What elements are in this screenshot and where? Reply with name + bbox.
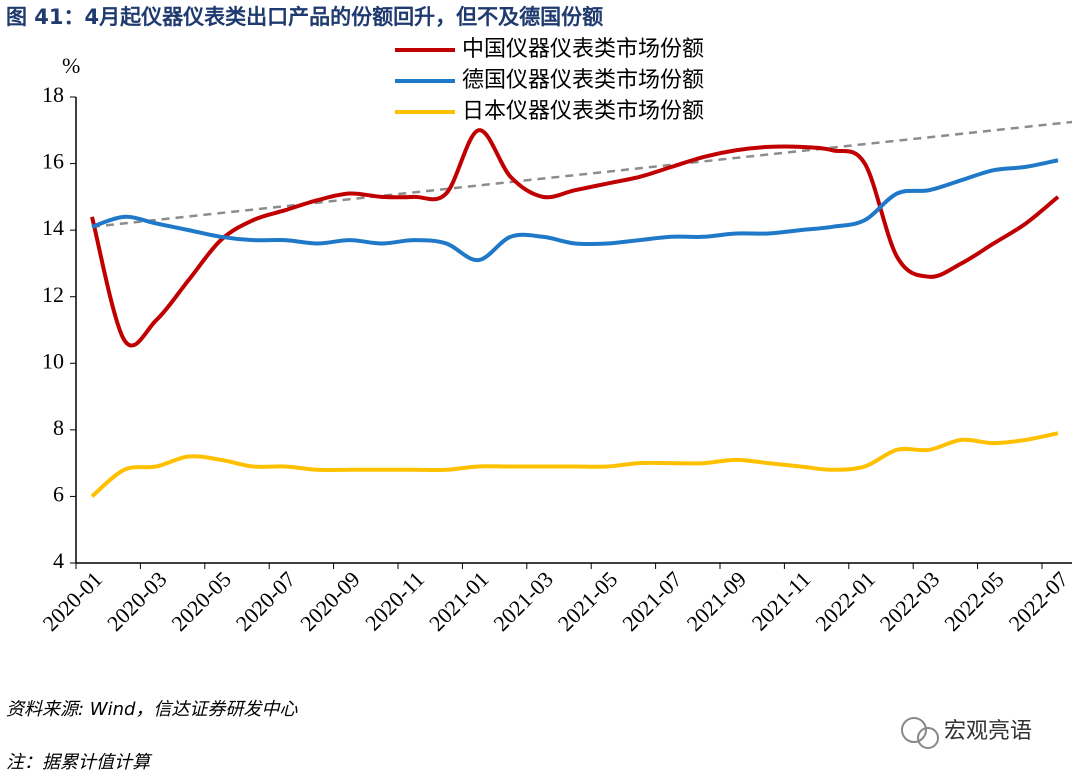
trend-line bbox=[91, 120, 1073, 229]
y-tick-label: 10 bbox=[42, 348, 64, 373]
y-tick-label: 12 bbox=[42, 282, 64, 307]
x-tick-label: 2021-05 bbox=[553, 566, 623, 636]
x-tick-label: 2021-01 bbox=[424, 566, 494, 636]
x-tick-label: 2022-05 bbox=[939, 566, 1009, 636]
legend-label: 日本仪器仪表类市场份额 bbox=[462, 99, 704, 124]
x-tick-label: 2022-07 bbox=[1004, 566, 1074, 636]
x-tick-label: 2021-07 bbox=[617, 566, 687, 636]
x-tick-label: 2020-11 bbox=[360, 566, 429, 635]
source: 资料来源: Wind，信达证券研发中心 bbox=[6, 699, 298, 720]
x-tick-label: 2021-09 bbox=[682, 566, 752, 636]
x-tick-label: 2020-09 bbox=[295, 566, 365, 636]
legend-label: 德国仪器仪表类市场份额 bbox=[462, 68, 704, 93]
legend-label: 中国仪器仪表类市场份额 bbox=[462, 37, 704, 62]
y-tick-label: 4 bbox=[53, 548, 64, 573]
x-tick-label: 2022-03 bbox=[875, 566, 945, 636]
series-line bbox=[90, 431, 1059, 498]
y-tick-label: 14 bbox=[42, 215, 64, 240]
x-tick-label: 2021-11 bbox=[747, 566, 816, 635]
note: 注：据累计值计算 bbox=[6, 752, 153, 773]
y-tick-label: 8 bbox=[53, 415, 64, 440]
y-tick-label: 6 bbox=[53, 481, 64, 506]
watermark: 宏观亮语 bbox=[944, 719, 1032, 744]
y-unit: % bbox=[62, 53, 80, 78]
x-tick-label: 2020-07 bbox=[231, 566, 301, 636]
x-tick-label: 2022-01 bbox=[810, 566, 880, 636]
x-tick-label: 2020-01 bbox=[38, 566, 108, 636]
watermark-icon bbox=[901, 717, 939, 749]
y-tick-label: 16 bbox=[42, 149, 64, 174]
chart-title: 图 41：4月起仪器仪表类出口产品的份额回升，但不及德国份额 bbox=[6, 5, 603, 29]
series-line bbox=[91, 158, 1059, 263]
x-tick-label: 2021-03 bbox=[488, 566, 558, 636]
x-tick-label: 2020-03 bbox=[102, 566, 172, 636]
x-tick-label: 2020-05 bbox=[166, 566, 236, 636]
series-line bbox=[90, 128, 1060, 348]
y-tick-label: 18 bbox=[42, 82, 64, 107]
